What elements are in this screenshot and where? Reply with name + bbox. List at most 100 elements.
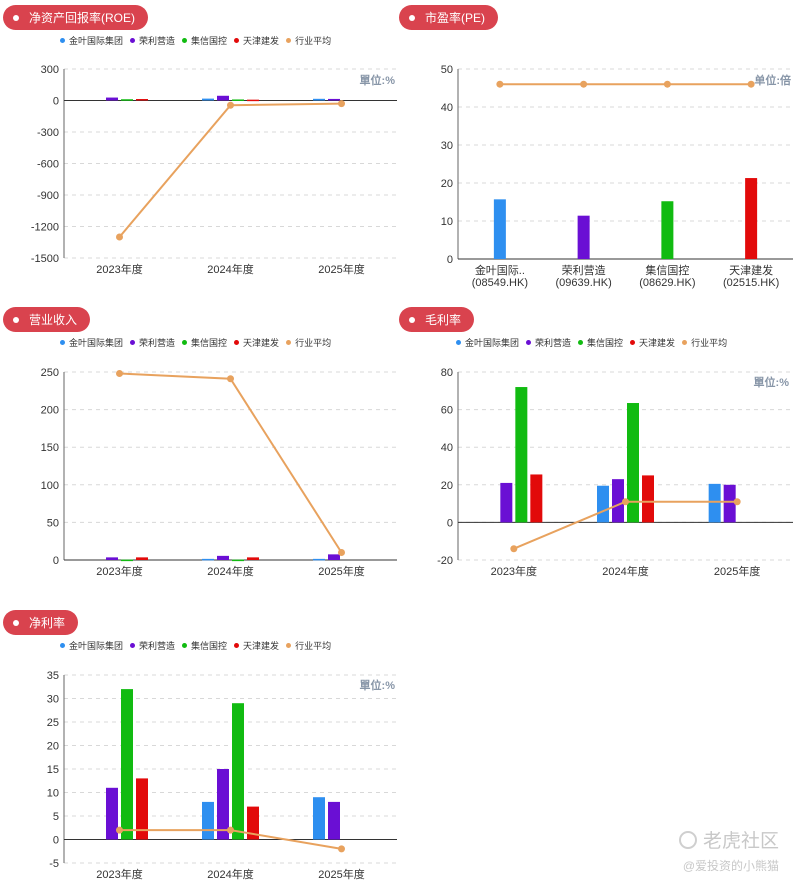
industry-average-point — [747, 80, 755, 88]
bar — [136, 557, 148, 560]
gross-margin-title-pill[interactable]: 毛利率 — [399, 307, 475, 332]
revenue-title: 营业收入 — [29, 313, 78, 327]
industry-average-point — [116, 233, 123, 241]
pill-dot-icon — [13, 316, 19, 323]
net-margin-title: 净利率 — [29, 616, 66, 630]
y-tick-label: 15 — [47, 764, 59, 776]
x-tick-label: 2024年度 — [207, 262, 253, 276]
legend-item[interactable]: 荣利营造 — [130, 336, 175, 349]
roe-legend: 金叶国际集团 荣利营造 集信国控 天津建发 行业平均 — [60, 34, 331, 47]
x-tick-sublabel: (02515.HK) — [723, 277, 779, 289]
legend-item[interactable]: 金叶国际集团 — [456, 336, 519, 349]
industry-average-point — [116, 370, 123, 378]
y-tick-label: 0 — [447, 517, 453, 529]
industry-average-point — [663, 80, 671, 88]
x-tick-label: 2025年度 — [318, 867, 364, 881]
net-margin-legend: 金叶国际集团 荣利营造 集信国控 天津建发 行业平均 — [60, 639, 331, 652]
legend-dot-icon — [286, 38, 292, 43]
pe-title-pill[interactable]: 市盈率(PE) — [399, 5, 499, 30]
bar — [313, 558, 325, 561]
bar — [217, 769, 229, 840]
legend-item[interactable]: 天津建发 — [234, 639, 279, 652]
industry-average-point — [227, 101, 234, 109]
legend-dot-icon — [130, 340, 136, 345]
legend-item[interactable]: 行业平均 — [682, 336, 727, 349]
roe-panel: 净资产回报率(ROE) 金叶国际集团 荣利营造 集信国控 天津建发 行业平均 300 0 -… — [0, 0, 400, 300]
y-tick-label: 100 — [41, 480, 59, 492]
legend-item[interactable]: 荣利营造 — [130, 639, 175, 652]
legend-dot-icon — [234, 643, 240, 648]
x-tick-label: 2025年度 — [318, 262, 364, 276]
bar — [530, 474, 543, 523]
legend-dot-icon — [130, 38, 136, 43]
unit-label: 单位:倍 — [754, 73, 791, 87]
legend-dot-icon — [182, 340, 188, 345]
x-tick-label: 荣利营造 — [562, 263, 606, 277]
legend-item[interactable]: 荣利营造 — [130, 34, 175, 47]
roe-title-pill[interactable]: 净资产回报率(ROE) — [3, 5, 148, 30]
legend-label: 行业平均 — [295, 36, 332, 46]
legend-item[interactable]: 金叶国际集团 — [60, 336, 123, 349]
legend-item[interactable]: 行业平均 — [286, 34, 331, 47]
legend-label: 行业平均 — [295, 338, 332, 348]
bar — [136, 778, 148, 840]
legend-item[interactable]: 行业平均 — [286, 639, 331, 652]
net-margin-panel: 净利率 金叶国际集团 荣利营造 集信国控 天津建发 行业平均 35 30 25 20 15 10 5… — [0, 605, 400, 884]
bar — [202, 801, 214, 840]
bar — [597, 485, 609, 523]
legend-dot-icon — [526, 340, 532, 345]
legend-item[interactable]: 金叶国际集团 — [60, 639, 123, 652]
watermark-subtext: @爱投资的小熊猫 — [682, 859, 779, 873]
legend-item[interactable]: 集信国控 — [182, 639, 227, 652]
bar — [202, 558, 214, 561]
legend-label: 荣利营造 — [139, 338, 176, 348]
legend-item[interactable]: 行业平均 — [286, 336, 331, 349]
legend-label: 天津建发 — [243, 641, 280, 651]
bar — [723, 484, 736, 523]
industry-average-point — [227, 375, 234, 383]
legend-item[interactable]: 金叶国际集团 — [60, 34, 123, 47]
x-tick-sublabel: (08549.HK) — [472, 277, 528, 289]
legend-item[interactable]: 集信国控 — [182, 34, 227, 47]
legend-item[interactable]: 天津建发 — [630, 336, 675, 349]
pe-panel: 市盈率(PE) 50 40 30 20 10 0 单位:倍 金叶国际.. (08549.HK) 荣… — [396, 0, 793, 300]
revenue-title-pill[interactable]: 营业收入 — [3, 307, 91, 332]
legend-label: 金叶国际集团 — [465, 338, 520, 348]
legend-item[interactable]: 集信国控 — [578, 336, 623, 349]
y-tick-label: 35 — [47, 670, 59, 682]
legend-label: 行业平均 — [295, 641, 332, 651]
bar — [515, 387, 528, 523]
bar — [106, 787, 118, 840]
revenue-panel: 营业收入 金叶国际集团 荣利营造 集信国控 天津建发 行业平均 250 200 150 100… — [0, 302, 400, 592]
legend-label: 集信国控 — [191, 36, 228, 46]
bar — [313, 98, 325, 101]
legend-item[interactable]: 荣利营造 — [526, 336, 571, 349]
gross-margin-legend: 金叶国际集团 荣利营造 集信国控 天津建发 行业平均 — [456, 336, 727, 349]
legend-dot-icon — [578, 340, 584, 345]
x-tick-label: 金叶国际.. — [475, 263, 525, 277]
legend-dot-icon — [286, 643, 292, 648]
legend-item[interactable]: 天津建发 — [234, 34, 279, 47]
legend-dot-icon — [456, 340, 461, 345]
legend-label: 集信国控 — [191, 338, 228, 348]
x-tick-label: 天津建发 — [729, 263, 773, 277]
y-tick-label: -1500 — [31, 253, 59, 265]
net-margin-title-pill[interactable]: 净利率 — [3, 610, 79, 635]
y-tick-label: -5 — [49, 858, 59, 870]
y-tick-label: 20 — [441, 178, 453, 190]
y-tick-label: 60 — [441, 405, 453, 417]
legend-item[interactable]: 集信国控 — [182, 336, 227, 349]
legend-item[interactable]: 天津建发 — [234, 336, 279, 349]
watermark-logo: 老虎社区 — [678, 826, 779, 853]
pill-dot-icon — [409, 14, 415, 21]
bar — [121, 99, 133, 101]
y-tick-label: 150 — [41, 442, 59, 454]
y-tick-label: 200 — [41, 405, 59, 417]
industry-average-line — [118, 102, 342, 238]
roe-title: 净资产回报率(ROE) — [29, 11, 135, 25]
legend-dot-icon — [60, 340, 65, 345]
legend-label: 集信国控 — [587, 338, 624, 348]
legend-dot-icon — [182, 38, 188, 43]
x-tick-label: 2025年度 — [714, 564, 760, 578]
